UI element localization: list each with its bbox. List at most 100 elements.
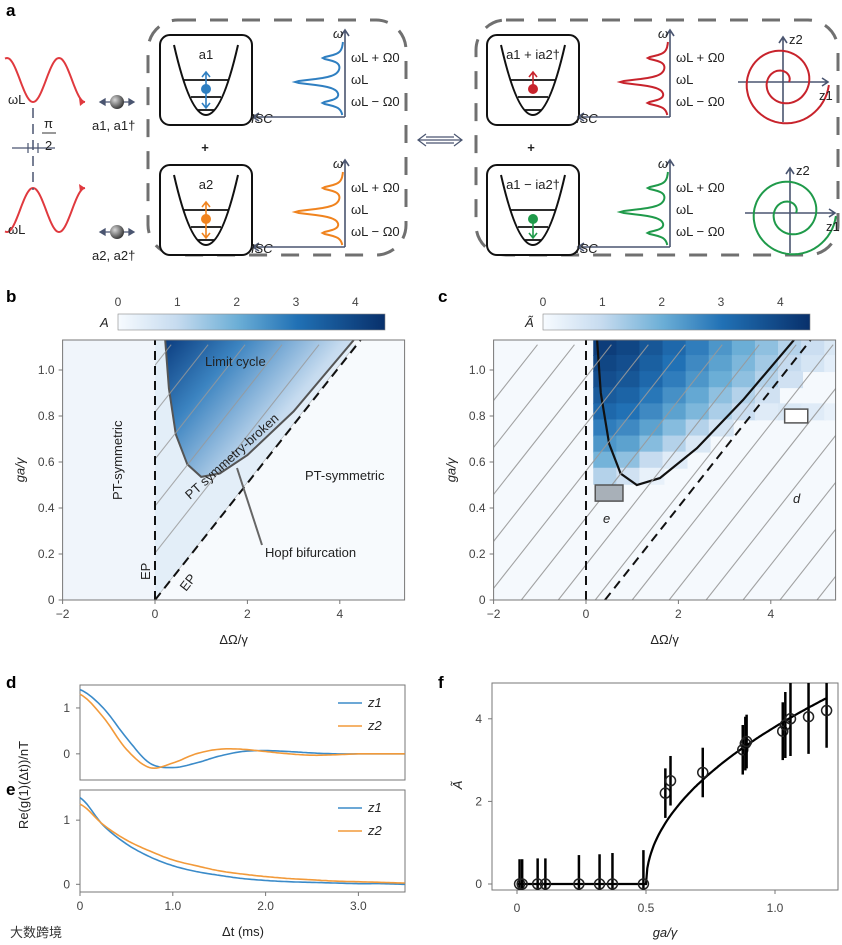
heatmap-cell bbox=[662, 419, 688, 437]
y-tick-label: 0 bbox=[63, 877, 70, 891]
spectrum-axes bbox=[251, 28, 350, 122]
panel-a-schematic: ωL ωL π 2 a1, a1† a2, a2† a1 a2 a1 + ia2† a1 − ia… bbox=[4, 18, 840, 263]
ep-line-diagonal bbox=[604, 340, 812, 600]
heatmap-cell bbox=[662, 451, 688, 469]
heatmap-cell bbox=[754, 340, 780, 356]
x-tick-label: 1.0 bbox=[767, 901, 784, 915]
heatmap-cell bbox=[662, 355, 688, 373]
y-tick-label: 1 bbox=[63, 813, 70, 827]
x-tick-label: 4 bbox=[336, 607, 343, 621]
spectrum-level-label: ωL − Ω0 bbox=[676, 224, 725, 239]
phase-denominator: 2 bbox=[45, 138, 52, 153]
panel-de-correlation-plots: 0 1 z1 z2 0 1 z1 z2 0 1.0 2.0 3.0 Δt (ms) Re(g(1)(Δt)… bbox=[16, 684, 406, 939]
ep-line-diagonal bbox=[154, 340, 362, 600]
data-point bbox=[531, 878, 544, 890]
y-tick-label: 0.6 bbox=[38, 455, 55, 469]
heatmap-cell bbox=[731, 340, 757, 356]
series-line-z2 bbox=[79, 803, 405, 884]
heatmap-cell bbox=[593, 451, 619, 469]
data-point bbox=[802, 710, 815, 723]
heatmap-cell bbox=[639, 403, 665, 421]
heatmap-cell bbox=[685, 371, 711, 389]
limit-cycle-spiral bbox=[752, 180, 837, 256]
y-axis-title: Ã bbox=[450, 780, 465, 790]
heatmap-cell bbox=[662, 387, 688, 405]
colorbar-tick-label: 4 bbox=[777, 295, 784, 309]
y-tick-label: 4 bbox=[475, 712, 482, 726]
data-point bbox=[820, 704, 833, 717]
heatmap-cell bbox=[708, 355, 734, 373]
y-tick-label: 0.4 bbox=[38, 501, 55, 515]
heatmap-cell bbox=[708, 403, 734, 421]
colorbar-label: A bbox=[99, 315, 109, 330]
series-line-z2 bbox=[79, 693, 405, 770]
x-tick-label: 3.0 bbox=[350, 899, 367, 913]
series-line-z1 bbox=[79, 688, 405, 769]
spectrum-level-label: ωL bbox=[351, 72, 368, 87]
spectrum-y-axis-label: ω bbox=[658, 26, 668, 41]
harmonic-potential-curve bbox=[173, 174, 239, 246]
y-axis-title: ga/γ bbox=[13, 456, 28, 482]
colorbar-tick-label: 1 bbox=[174, 295, 181, 309]
data-point bbox=[637, 878, 650, 890]
equivalence-arrow-icon bbox=[417, 133, 463, 147]
spectrum-y-axis-label: ω bbox=[333, 26, 343, 41]
x-axis-title: Δt (ms) bbox=[222, 924, 264, 939]
y-tick-label: 0 bbox=[63, 747, 70, 761]
y-tick-label: 0.8 bbox=[469, 409, 486, 423]
y-axis-title: Re(g(1)(Δt))/nT bbox=[16, 741, 31, 829]
data-point bbox=[776, 725, 789, 737]
heatmap-cell bbox=[593, 340, 619, 356]
plot-frame bbox=[79, 684, 406, 781]
heatmap-cell bbox=[708, 371, 734, 389]
harmonic-potential-curve bbox=[500, 174, 566, 246]
region-marker-e bbox=[594, 484, 624, 502]
colorbar-tick-label: 2 bbox=[233, 295, 240, 309]
spectrum-level-label: ωL + Ω0 bbox=[351, 50, 400, 65]
x-tick-label: 2 bbox=[675, 607, 682, 621]
plot-frame bbox=[79, 789, 406, 893]
plot-area bbox=[63, 340, 405, 600]
hatch-line bbox=[494, 344, 686, 589]
x-tick-label: 1.0 bbox=[164, 899, 181, 913]
pt-symmetric-region bbox=[155, 340, 405, 600]
hatch-line bbox=[742, 481, 836, 600]
y-tick-label: 1 bbox=[63, 701, 70, 715]
heatmap-cell bbox=[731, 403, 757, 421]
heatmap-cell bbox=[754, 371, 780, 389]
y-tick-label: 1.0 bbox=[38, 363, 55, 377]
heatmap-cell bbox=[685, 340, 711, 356]
x-tick-label: 0.5 bbox=[638, 901, 655, 915]
colorbar-tick-label: 2 bbox=[658, 295, 665, 309]
plot-frame bbox=[62, 339, 406, 601]
y-tick-label: 0.6 bbox=[469, 455, 486, 469]
spectrum-x-axis-label: ISC bbox=[576, 241, 598, 256]
spectrum-x-axis-label: ISC bbox=[576, 111, 598, 126]
colorbar-tick-label: 4 bbox=[352, 295, 359, 309]
spectrum-curve bbox=[291, 41, 344, 116]
data-point bbox=[606, 878, 619, 890]
heatmap-cell bbox=[639, 451, 665, 469]
heatmap-cell bbox=[685, 419, 711, 437]
normal-mode-frame bbox=[474, 18, 840, 257]
spectrum-y-axis-label: ω bbox=[333, 156, 343, 171]
limit-cycle-region bbox=[165, 340, 354, 477]
y-axis-title: ga/γ bbox=[444, 456, 459, 482]
hatch-line bbox=[594, 344, 797, 600]
colorbar-tick-label: 3 bbox=[718, 295, 725, 309]
heatmap-cell bbox=[639, 387, 665, 405]
legend-label-z1: z1 bbox=[367, 695, 382, 710]
heatmap-cell bbox=[593, 387, 619, 405]
region-marker-d bbox=[783, 408, 809, 424]
spectrum-curve bbox=[291, 171, 344, 246]
data-point bbox=[573, 878, 585, 890]
data-point bbox=[740, 735, 753, 748]
heatmap-cell bbox=[662, 340, 688, 356]
transition-arrow-icon bbox=[201, 200, 211, 240]
heatmap-cell bbox=[593, 435, 619, 453]
hatch-line bbox=[494, 344, 612, 495]
annotation-pt-symmetric-right: PT-symmetric bbox=[305, 468, 385, 483]
heatmap-cell bbox=[708, 340, 734, 356]
hatch-line bbox=[631, 344, 834, 600]
